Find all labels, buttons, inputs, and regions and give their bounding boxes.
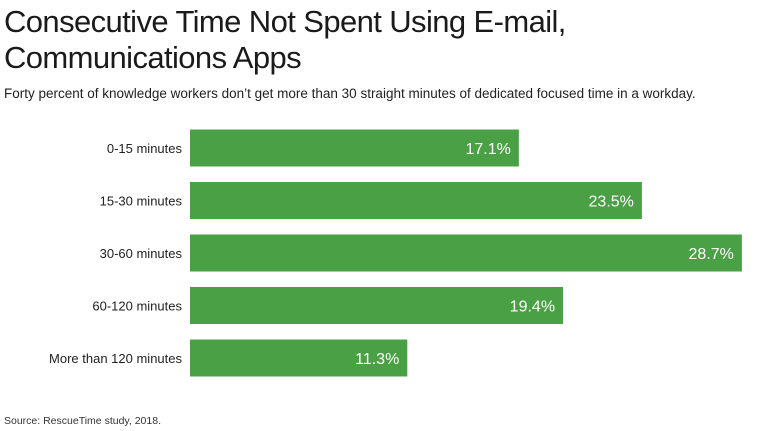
value-label-3: 19.4% xyxy=(510,299,555,316)
bar-3 xyxy=(190,287,564,324)
bar-0 xyxy=(190,129,519,167)
category-label-3: 60-120 minutes xyxy=(92,299,182,314)
bar-1 xyxy=(190,182,642,219)
bar-4 xyxy=(190,339,408,377)
chart-subtitle: Forty percent of knowledge workers don’t… xyxy=(4,86,696,101)
value-label-0: 17.1% xyxy=(465,141,510,158)
category-label-4: More than 120 minutes xyxy=(49,351,182,366)
value-label-1: 23.5% xyxy=(589,194,634,211)
source-note: Source: RescueTime study, 2018. xyxy=(4,415,161,427)
bar-2 xyxy=(190,234,742,272)
category-label-0: 0-15 minutes xyxy=(107,141,183,156)
value-label-2: 28.7% xyxy=(689,246,734,263)
chart-title: Consecutive Time Not Spent Using E-mail,… xyxy=(4,4,566,75)
category-label-1: 15-30 minutes xyxy=(100,194,183,209)
category-label-2: 30-60 minutes xyxy=(100,246,183,261)
value-label-4: 11.3% xyxy=(355,351,399,368)
